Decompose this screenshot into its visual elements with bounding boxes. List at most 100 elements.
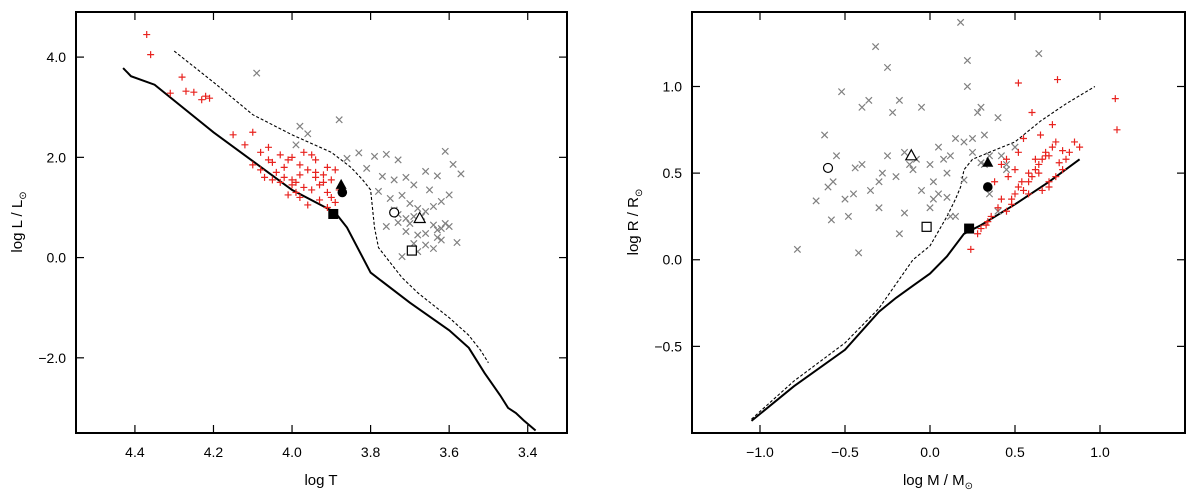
- mr-y-tick-label: 0.0: [663, 252, 683, 268]
- mr-open-triangle-marker: [904, 148, 918, 161]
- hr-cross-point: [363, 164, 371, 172]
- mr-tick-layer: −1.0 −0.5 0.0 0.5 1.0 1.0 0.5 0.0 −0.5: [654, 12, 1185, 460]
- hr-plus-point: [264, 143, 272, 151]
- mr-cross-point: [895, 230, 904, 238]
- hr-cross-point: [343, 154, 351, 162]
- mr-open-circle-marker: [822, 162, 834, 174]
- hr-cross-point: [402, 214, 410, 223]
- hr-plus-point: [257, 166, 265, 174]
- mr-plus-point: [1076, 143, 1084, 151]
- hr-plus-point: [304, 166, 312, 174]
- mr-cross-point: [875, 204, 883, 212]
- mr-plus-point: [1042, 152, 1050, 160]
- mr-cross-point: [963, 56, 972, 65]
- hr-plus-point: [178, 73, 186, 81]
- mr-cross-point: [917, 186, 926, 195]
- mr-plus-point: [1018, 178, 1026, 186]
- mr-cross-point: [968, 148, 977, 156]
- hr-cross-point: [453, 238, 461, 247]
- hr-plus-point: [296, 161, 304, 169]
- hr-cross-point: [414, 204, 422, 213]
- mr-cross-point: [900, 209, 909, 217]
- mr-cross-point: [865, 96, 873, 104]
- hr-plus-point: [284, 191, 292, 199]
- hr-cross-point: [398, 191, 406, 200]
- hr-cross-point: [425, 186, 434, 194]
- mr-dotted-track-line: [751, 86, 1096, 420]
- hr-dotted-track-line: [173, 50, 489, 364]
- mr-y-axis-label-text: log R / R: [625, 197, 642, 256]
- mr-y-tick-label: 1.0: [663, 78, 683, 94]
- hr-cross-point: [296, 122, 304, 130]
- mr-cross-point: [963, 82, 972, 91]
- hr-cross-point: [402, 227, 410, 236]
- mr-x-tick-label: 1.0: [1090, 444, 1110, 460]
- hr-cross-point: [386, 194, 394, 203]
- mr-cross-point: [820, 131, 829, 139]
- hr-cross-point: [304, 130, 312, 138]
- hr-cross-point: [370, 152, 379, 160]
- mr-cross-point: [985, 190, 994, 198]
- mr-plus-point: [1048, 121, 1056, 129]
- mr-cross-point: [939, 155, 948, 163]
- mr-cross-point: [929, 178, 938, 186]
- mr-cross-point: [883, 152, 892, 160]
- hr-plus-point: [292, 188, 300, 196]
- mr-y-tick-label: −0.5: [654, 338, 682, 354]
- mr-cross-point: [1002, 160, 1011, 169]
- mr-plus-point: [974, 230, 982, 238]
- mr-plus-point: [977, 225, 985, 233]
- hr-solid-track-line: [122, 67, 537, 432]
- hr-open-square-marker: [406, 245, 417, 256]
- hr-plus-point: [229, 131, 237, 139]
- mr-cross-point: [1011, 143, 1019, 151]
- mr-x-tick-label: −1.0: [746, 444, 774, 460]
- mr-cross-point: [973, 108, 982, 117]
- hr-cross-point: [429, 202, 438, 211]
- mr-plus-point: [1059, 147, 1067, 155]
- hr-plus-point: [280, 173, 288, 181]
- mr-cross-point: [909, 166, 917, 174]
- hr-plus-point: [308, 151, 316, 159]
- mr-plus-point: [997, 195, 1005, 203]
- mr-plus-point: [1065, 148, 1073, 156]
- mr-y-tick-label: 0.5: [663, 165, 683, 181]
- mr-plus-point: [1045, 183, 1053, 191]
- mr-cross-point: [956, 18, 965, 27]
- mr-plus-point: [1035, 169, 1043, 177]
- hr-x-axis-label: log T: [304, 472, 337, 489]
- mr-x-tick-label: 0.5: [1005, 444, 1025, 460]
- hr-cross-point: [437, 197, 445, 206]
- mr-plus-point: [1011, 190, 1019, 198]
- mr-plus-point: [1048, 143, 1056, 151]
- hr-plus-point: [323, 163, 331, 171]
- hr-plot-frame: [75, 11, 568, 434]
- mr-plus-point: [987, 212, 995, 220]
- hr-x-tick-label: 4.0: [282, 444, 302, 460]
- svg-text:log L / L⊙: log L / L⊙: [9, 191, 29, 252]
- mr-cross-point: [875, 178, 883, 186]
- hr-plus-point: [296, 171, 304, 179]
- hr-plus-point: [166, 89, 174, 97]
- hr-cross-point: [433, 226, 442, 234]
- mr-plus-point: [1059, 166, 1067, 174]
- mr-plus-point: [994, 204, 1002, 212]
- hr-cross-point: [437, 236, 445, 244]
- mr-plus-point: [1020, 134, 1027, 142]
- mr-plus-point: [1052, 173, 1060, 181]
- hr-cross-point: [406, 199, 414, 208]
- hr-plus-point: [312, 156, 320, 164]
- mr-cross-point: [844, 212, 853, 221]
- hr-x-tick-label: 4.2: [204, 444, 224, 460]
- hr-plus-point: [257, 148, 265, 156]
- hr-plus-point: [327, 193, 335, 201]
- hr-plus-point: [147, 51, 155, 59]
- mr-cross-point: [849, 190, 858, 198]
- mr-plus-point: [991, 178, 999, 186]
- hr-cross-point: [441, 147, 449, 155]
- hr-cross-point: [421, 207, 430, 216]
- mr-cross-point: [946, 152, 955, 160]
- svg-text:log R / R⊙: log R / R⊙: [625, 189, 645, 256]
- hr-plus-point: [292, 178, 300, 186]
- mr-cross-point: [997, 152, 1006, 160]
